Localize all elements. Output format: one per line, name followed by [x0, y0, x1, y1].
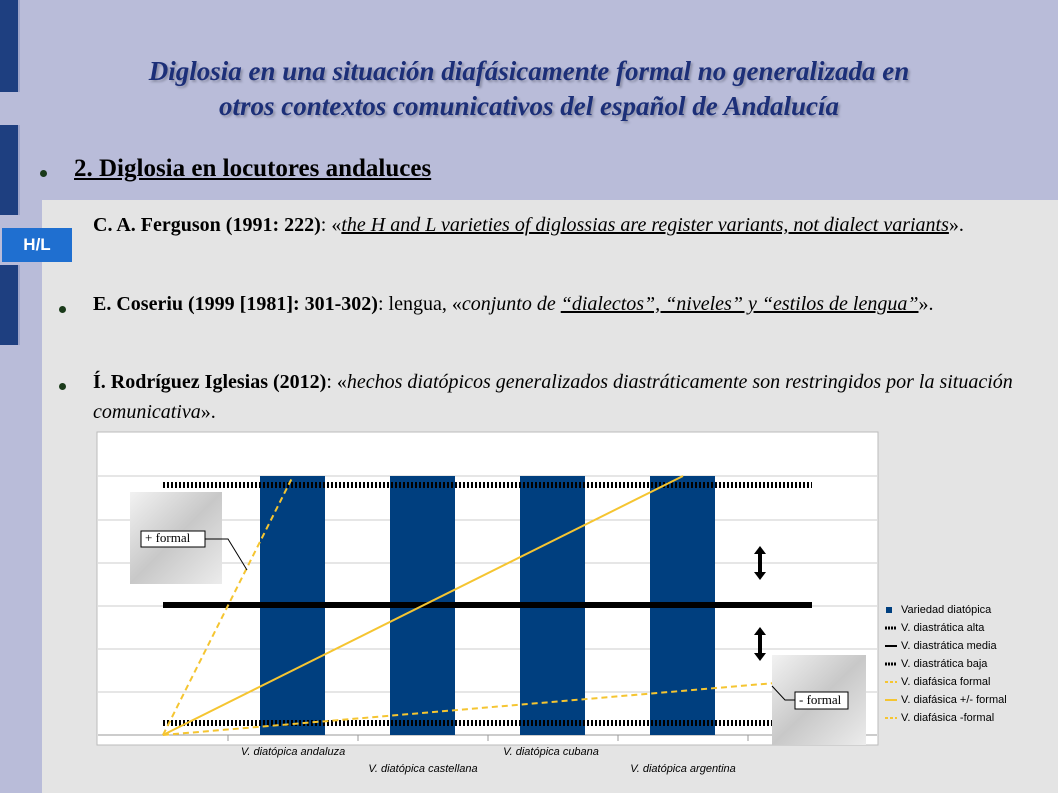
bullet-dot: [59, 306, 66, 313]
text-run: C. A. Ferguson (1991: 222): [93, 214, 321, 236]
text-run: conjunto de: [461, 293, 561, 315]
text-run: : «: [320, 214, 342, 236]
legend-label: V. diastrática media: [901, 640, 997, 652]
callout-box: [794, 691, 849, 710]
side-bar: [0, 125, 20, 215]
text-run: hechos diatópicos generalizados diastrát…: [93, 371, 1013, 423]
text-run: the H and L varieties of diglossias are …: [341, 214, 949, 236]
legend-label: V. diafásica -formal: [901, 712, 994, 724]
legend-label: V. diastrática baja: [901, 658, 988, 670]
less-formal-line: [162, 682, 776, 736]
callout-line: [205, 538, 248, 571]
legend: Variedad diatópica V. diastrática alta V. …: [885, 604, 1007, 724]
callout-line: [771, 685, 795, 701]
bullet-dot: [59, 383, 66, 390]
text-run: “dialectos”, “niveles” y “estilos de len…: [560, 293, 919, 315]
text-run: ».: [948, 214, 964, 236]
text-run: E. Coseriu (1999 [1981]: 301-302): [93, 293, 378, 315]
mid-formal-line: [162, 475, 684, 736]
legend-label: Variedad diatópica: [901, 604, 992, 616]
annotation: + formal: [145, 530, 191, 545]
text-run: ».: [918, 293, 934, 315]
bullet: C. A. Ferguson (1991: 222): «the H and L…: [93, 210, 1028, 240]
text-run: ».: [200, 401, 216, 423]
bullet: E. Coseriu (1999 [1981]: 301-302): lengu…: [93, 289, 1028, 319]
x-labels: V. diatópica andaluza V. diatópica castel…: [227, 735, 749, 775]
legend-label: V. diafásica +/- formal: [901, 694, 1007, 706]
x-label: V. diatópica argentina: [630, 763, 736, 775]
annotation: - formal: [799, 692, 842, 707]
legend-label: V. diastrática alta: [901, 622, 985, 634]
title-line: otros contextos comunicativos del españo…: [218, 91, 839, 121]
side-bar: [0, 0, 20, 92]
legend-label: V. diafásica formal: [901, 676, 990, 688]
arrows: [754, 546, 766, 661]
text-run: : lengua, «: [377, 293, 462, 315]
side-bar: [0, 265, 20, 345]
x-label: V. diatópica cubana: [503, 746, 599, 758]
text-run: Í. Rodríguez Iglesias (2012): [93, 371, 327, 393]
tag: H/L: [2, 228, 72, 262]
title: Diglosia en una situación diafásicamente…: [0, 54, 1058, 124]
x-label: V. diatópica castellana: [368, 763, 477, 775]
text-run: : «: [326, 371, 347, 393]
formal-line: [162, 475, 294, 736]
bullet-dot: [40, 170, 47, 177]
title-line: Diglosia en una situación diafásicamente…: [148, 56, 910, 86]
bullet: Í. Rodríguez Iglesias (2012): «hechos di…: [93, 367, 1028, 427]
heading: 2. Diglosia en locutores andaluces: [74, 155, 432, 182]
chart-area: [96, 431, 879, 746]
callout-box: [140, 530, 206, 548]
x-label: V. diatópica andaluza: [241, 746, 345, 758]
legend-swatch: [886, 607, 892, 613]
header-band: [0, 0, 1058, 200]
